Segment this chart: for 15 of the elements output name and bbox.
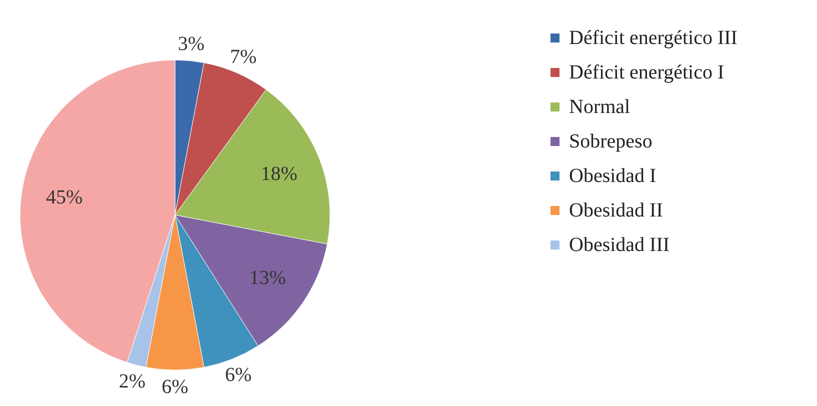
data-label: 3%: [178, 32, 205, 55]
legend-label: Obesidad II: [569, 200, 663, 222]
legend-label: Déficit energético I: [569, 62, 724, 84]
data-label: 18%: [260, 162, 298, 185]
legend-label: Sobrepeso: [569, 130, 652, 152]
data-label: 2%: [118, 370, 146, 393]
legend-label: Obesidad I: [569, 165, 656, 187]
data-label: 6%: [162, 376, 188, 398]
data-label: 6%: [224, 364, 252, 386]
legend-label: Obesidad III: [569, 234, 670, 256]
data-label: 7%: [230, 46, 257, 68]
data-label: 13%: [249, 266, 286, 289]
data-label: 45%: [46, 186, 83, 208]
legend-label: Normal: [569, 96, 631, 118]
legend-label: Déficit energético III: [569, 27, 738, 49]
